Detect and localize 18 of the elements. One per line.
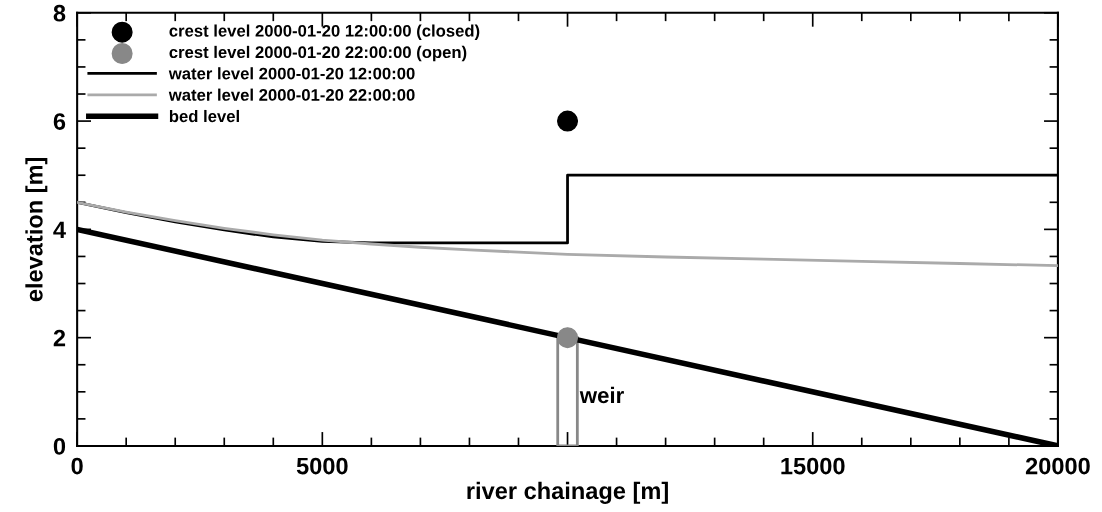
y-tick-label: 6 <box>53 113 66 130</box>
y-tick-label: 8 <box>53 4 66 22</box>
x-tick-label: 5000 <box>296 457 348 475</box>
y-tick-label: 2 <box>53 329 66 347</box>
y-axis-title: elevation [m] <box>25 157 48 302</box>
y-tick-label: 0 <box>53 438 66 455</box>
legend-label: water level 2000-01-20 22:00:00 <box>168 88 415 101</box>
line-series <box>77 200 1058 268</box>
legend-label: bed level <box>169 109 239 123</box>
x-tick-label: 15000 <box>781 457 845 475</box>
x-tick-label: 0 <box>71 457 83 475</box>
y-tick-label: 4 <box>53 221 66 238</box>
annotation: weir <box>579 386 624 404</box>
x-axis-title: river chainage [m] <box>467 481 668 504</box>
legend-label: crest level 2000-01-20 22:00:00 (open) <box>169 45 467 62</box>
x-tick-label: 20000 <box>1025 457 1090 475</box>
legend-label: crest level 2000-01-20 12:00:00 (closed) <box>169 24 480 40</box>
legend-label: water level 2000-01-20 12:00:00 <box>168 67 415 80</box>
